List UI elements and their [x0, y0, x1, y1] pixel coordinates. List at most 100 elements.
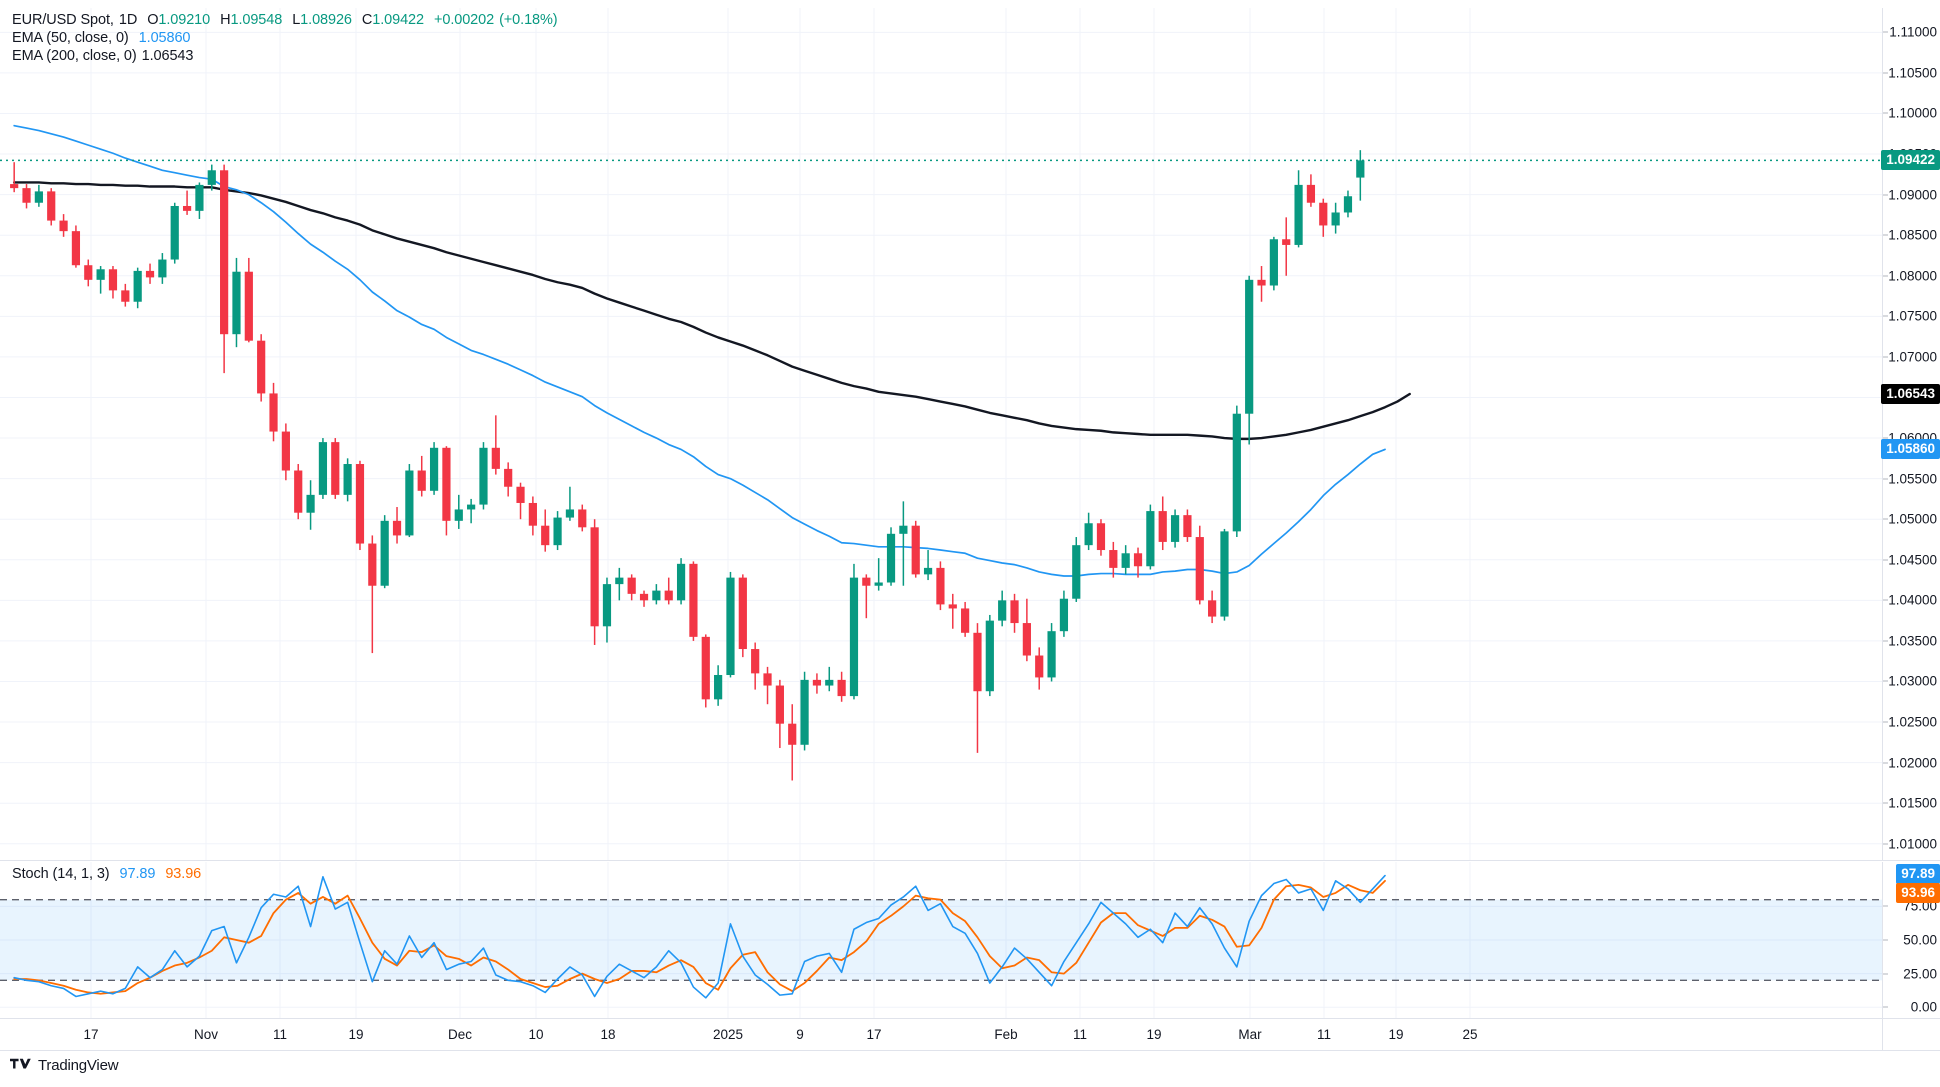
candle	[751, 642, 760, 690]
price-axis-label: 1.04500	[1888, 552, 1937, 568]
stochastic-axis[interactable]: 75.00 50.00 25.00 0.00 97.89 93.96	[1882, 862, 1940, 1018]
candle	[467, 498, 476, 524]
price-axis-label: 1.07000	[1888, 349, 1937, 365]
candle	[417, 455, 426, 497]
candle	[121, 283, 130, 307]
time-axis-label: 11	[1316, 1027, 1332, 1042]
candle	[96, 266, 105, 294]
price-axis-label: 1.03000	[1888, 673, 1937, 689]
price-axis-tick	[1883, 640, 1888, 642]
candle	[442, 446, 451, 536]
ema200-tag[interactable]: 1.06543	[1881, 383, 1940, 404]
candle	[1158, 496, 1167, 551]
candle	[726, 571, 735, 678]
candle	[1220, 528, 1229, 621]
candle	[565, 486, 575, 521]
candle	[491, 415, 500, 475]
ema200-legend-row[interactable]: EMA (200, close, 0) 1.06543	[12, 48, 558, 65]
time-axis-label: 10	[528, 1027, 544, 1042]
candle	[1343, 190, 1353, 218]
stoch-d-tag[interactable]: 93.96	[1896, 883, 1940, 903]
stochastic-plot	[0, 862, 1882, 1018]
price-axis-tick	[1883, 762, 1888, 764]
time-axis-label: 25	[1462, 1027, 1478, 1042]
candle	[306, 480, 315, 530]
stoch-k-tag[interactable]: 97.89	[1896, 864, 1940, 884]
symbol-legend-row[interactable]: EUR/USD Spot, 1D O1.09210 H1.09548 L1.08926 C…	[12, 12, 558, 28]
footer: TradingView	[0, 1050, 1940, 1087]
time-axis-label: Mar	[1238, 1027, 1262, 1042]
candle	[911, 520, 920, 578]
candle	[615, 567, 624, 601]
ohlc-low-value: 1.08926	[300, 12, 352, 28]
candle	[207, 164, 216, 191]
candle	[244, 257, 253, 343]
ohlc-high-value: 1.09548	[230, 12, 283, 28]
time-axis-label: 18	[600, 1027, 616, 1042]
candle	[405, 464, 414, 538]
candle	[170, 202, 179, 264]
price-axis[interactable]: 1.110001.105001.100001.095001.090001.085…	[1881, 8, 1940, 860]
candle	[676, 558, 686, 605]
candle	[34, 184, 43, 207]
stochastic-pane[interactable]	[0, 862, 1882, 1018]
candle	[602, 577, 612, 643]
candle	[1208, 590, 1217, 624]
candle	[343, 458, 352, 502]
ema200-label: EMA (200, close, 0)	[12, 48, 137, 64]
candle	[985, 614, 994, 697]
time-axis[interactable]: 17 Nov 11 19 Dec 10 18 2025 9 17 Feb 11 19 Mar 11 19 25	[0, 1018, 1882, 1051]
stochastic-legend[interactable]: Stoch (14, 1, 3) 97.89 93.96	[12, 866, 201, 884]
price-axis-tick	[1883, 802, 1888, 804]
last-price-tag[interactable]: 1.09422	[1881, 150, 1940, 171]
stoch-axis-tick	[1883, 973, 1888, 975]
ema50-value: 1.05860	[138, 30, 191, 46]
time-axis-label: 19	[1388, 1027, 1404, 1042]
price-axis-label: 1.01500	[1888, 795, 1937, 811]
stoch-axis-label: 25.00	[1903, 966, 1937, 982]
pane-separator[interactable]	[0, 860, 1940, 861]
ohlc-open-value: 1.09210	[158, 12, 211, 28]
price-axis-label: 1.10000	[1888, 105, 1937, 121]
candle	[392, 507, 402, 544]
price-axis-tick	[1883, 599, 1888, 601]
tradingview-mark-icon	[10, 1058, 31, 1069]
candle	[429, 442, 439, 495]
candle	[701, 634, 710, 708]
price-axis-tick	[1883, 275, 1888, 277]
price-legend: EUR/USD Spot, 1D O1.09210 H1.09548 L1.08926 C…	[12, 12, 558, 66]
candle	[1269, 236, 1278, 291]
price-axis-tick	[1883, 721, 1888, 723]
tradingview-logo[interactable]: TradingView	[10, 1057, 119, 1074]
candle	[738, 574, 747, 658]
ema50-tag[interactable]: 1.05860	[1881, 439, 1940, 460]
candle	[800, 671, 809, 751]
price-axis-label: 1.07500	[1888, 308, 1937, 324]
candle	[281, 423, 290, 481]
ema50-legend-row[interactable]: EMA (50, close, 0) 1.05860	[12, 30, 558, 47]
price-pane[interactable]	[0, 8, 1882, 860]
candle	[714, 665, 723, 706]
candle	[923, 550, 933, 581]
time-axis-label: Feb	[994, 1027, 1018, 1042]
candle	[1059, 590, 1069, 637]
symbol-interval: 1D	[118, 12, 138, 28]
candle	[1035, 647, 1044, 690]
candle	[1084, 512, 1093, 551]
stoch-legend-row[interactable]: Stoch (14, 1, 3) 97.89 93.96	[12, 866, 201, 883]
candle	[590, 519, 599, 645]
candle	[899, 501, 908, 586]
stoch-axis-label: 50.00	[1903, 932, 1937, 948]
candle	[1232, 405, 1241, 538]
candle	[1170, 509, 1180, 548]
tradingview-logo-text: TradingView	[38, 1057, 119, 1074]
price-axis-label: 1.04000	[1888, 592, 1937, 608]
time-axis-label: 17	[866, 1027, 882, 1042]
candle	[479, 442, 488, 510]
candle	[948, 593, 957, 629]
price-axis-tick	[1883, 194, 1888, 196]
candle	[998, 590, 1007, 627]
stoch-axis-tick	[1883, 905, 1888, 907]
candle	[1306, 174, 1316, 207]
candle	[1072, 537, 1081, 602]
